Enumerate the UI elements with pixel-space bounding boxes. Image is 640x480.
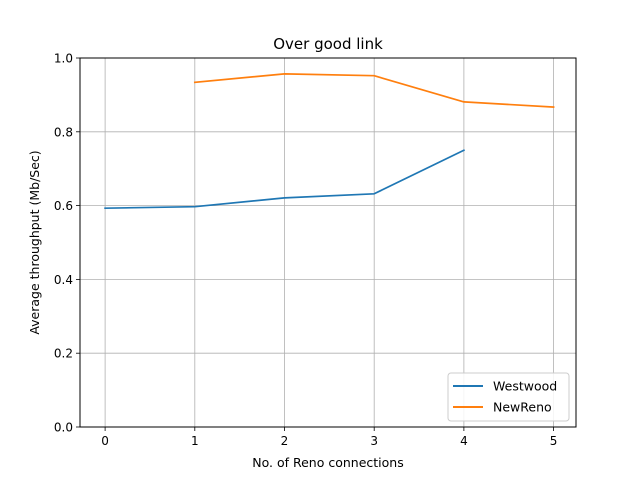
legend: Westwood NewReno [447,372,570,422]
y-tick-label: 0.4 [54,273,73,287]
grid [80,57,576,428]
x-tick-label: 1 [191,434,199,448]
y-tick-label: 0.6 [54,199,73,213]
y-axis-label: Average throughput (Mb/Sec) [27,150,42,334]
x-tick-label: 0 [101,434,109,448]
series-line-newreno [193,73,555,108]
series-line-westwood [104,149,466,210]
x-tick-label: 4 [460,434,468,448]
x-tick-label: 3 [370,434,378,448]
x-tick-label: 5 [550,434,558,448]
y-tick-label: 0.0 [54,421,73,435]
y-ticks: 0.0 0.2 0.4 0.6 0.8 1.0 [54,52,80,435]
y-tick-label: 0.8 [54,125,73,139]
plot-frame [79,57,577,428]
legend-label-westwood: Westwood [493,379,557,394]
y-tick-label: 1.0 [54,52,73,66]
y-tick-label: 0.2 [54,347,73,361]
chart-title: Over good link [273,35,383,53]
x-tick-label: 2 [281,434,289,448]
x-axis-label: No. of Reno connections [252,455,404,470]
series-lines [104,73,555,210]
x-ticks: 0 1 2 3 4 5 [101,427,557,448]
legend-label-newreno: NewReno [493,400,552,415]
